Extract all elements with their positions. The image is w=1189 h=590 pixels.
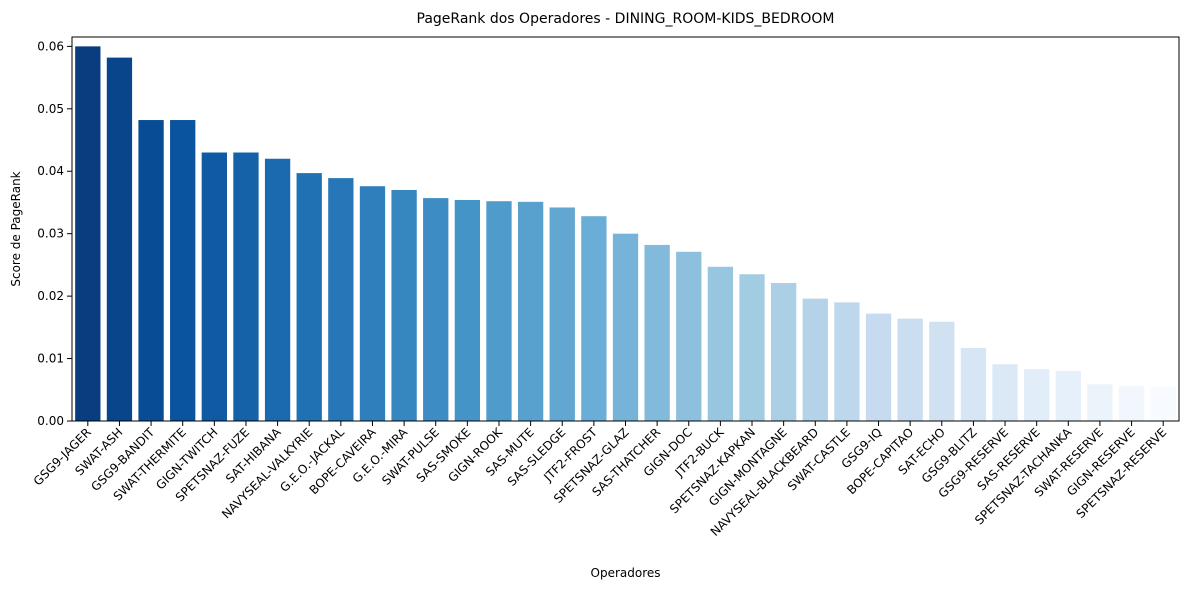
bar-gsg9-reserve — [992, 364, 1018, 421]
y-axis-label: Score de PageRank — [9, 171, 23, 286]
x-ticks-group: GSG9-JAGERSWAT-ASHGSG9-BANDITSWAT-THERMI… — [31, 421, 1169, 539]
bar-spetsnaz-tachanka — [1055, 371, 1081, 421]
bar-sas-sledge — [549, 207, 575, 421]
bar-swat-pulse — [423, 198, 449, 421]
y-tick-label: 0.03 — [37, 227, 64, 241]
bar-spetsnaz-fuze — [233, 152, 259, 421]
bar-gsg9-bandit — [138, 120, 164, 421]
bar-gsg9-blitz — [960, 347, 987, 421]
bar-gign-rook — [486, 201, 512, 421]
bar-gign-twitch — [201, 152, 227, 421]
bar-jtf2-frost — [581, 216, 607, 421]
bar-gsg9-jager — [75, 46, 101, 422]
bar-spetsnaz-glaz — [612, 233, 639, 421]
bar-sat-hibana — [264, 158, 291, 421]
bar-g-e-o-jackal — [328, 178, 354, 421]
y-tick-label: 0.01 — [37, 352, 64, 366]
bar-swat-thermite — [170, 120, 196, 421]
bar-sas-reserve — [1024, 369, 1050, 421]
bar-bope-capitao — [897, 318, 923, 421]
bar-navyseal-blackbeard — [802, 298, 828, 421]
bar-swat-castle — [834, 302, 860, 421]
y-tick-label: 0.05 — [37, 102, 64, 116]
bar-sas-mute — [517, 201, 544, 421]
y-ticks-group: 0.00 0.01 0.02 0.03 0.04 0.05 0.06 — [37, 39, 72, 428]
bar-g-e-o-mira — [391, 189, 417, 421]
x-axis-label: Operadores — [591, 566, 661, 580]
bar-swat-reserve — [1087, 384, 1113, 421]
y-tick-label: 0.02 — [37, 289, 64, 303]
bar-spetsnaz-kapkan — [739, 274, 765, 421]
bar-spetsnaz-reserve — [1150, 386, 1176, 421]
bar-gign-reserve — [1118, 386, 1145, 421]
bars-group — [75, 46, 1176, 422]
y-tick-label: 0.00 — [37, 414, 64, 428]
bar-sas-smoke — [454, 199, 481, 421]
chart-title: PageRank dos Operadores - DINING_ROOM-KI… — [417, 11, 835, 27]
bar-gsg9-iq — [865, 313, 892, 421]
bar-gign-doc — [676, 251, 702, 421]
bar-navyseal-valkyrie — [296, 173, 322, 421]
bar-bope-caveira — [359, 186, 386, 421]
bar-sat-echo — [929, 321, 955, 421]
bar-sas-thatcher — [644, 244, 670, 421]
bar-gign-montagne — [770, 283, 797, 421]
bar-jtf2-buck — [707, 266, 734, 421]
y-tick-label: 0.04 — [37, 164, 64, 178]
bar-swat-ash — [106, 57, 133, 421]
y-tick-label: 0.06 — [37, 39, 64, 53]
